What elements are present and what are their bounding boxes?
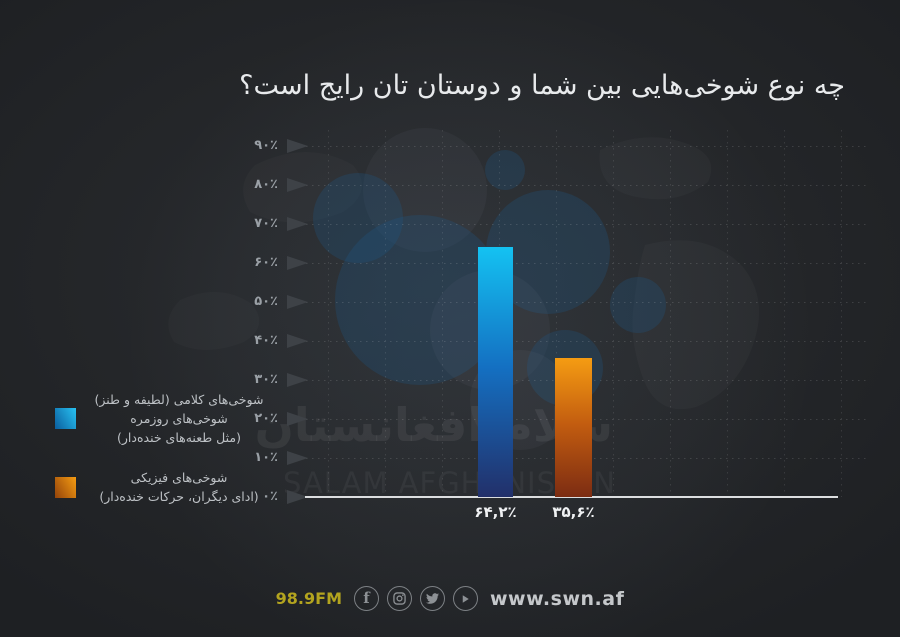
legend-swatch-physical-jokes [55,476,76,498]
legend-line: شوخی‌های روزمره [130,411,228,426]
bar-value-label: ۳۵,۶٪ [552,503,595,521]
tick-arrow-icon [287,139,308,153]
tick-arrow-icon [287,412,308,426]
gridline-vertical [784,130,785,497]
gridline-horizontal [300,302,868,303]
tick-arrow-icon [287,217,308,231]
gridline-horizontal [300,146,868,147]
legend-label: شوخی‌های فیزیکی (ادای دیگران، حرکات خنده‌… [85,468,273,506]
legend-label: شوخی‌های کلامی (لطیفه و طنز) شوخی‌های روز… [85,390,273,447]
gridline-vertical [385,130,386,497]
y-tick-label: ۲۰٪ [254,411,278,426]
legend-line: شوخی‌های فیزیکی [130,470,228,485]
tick-arrow-icon [287,178,308,192]
y-tick-label: ۴۰٪ [254,333,278,348]
website-url: www.swn.af [489,587,625,610]
y-tick-label: ۳۰٪ [254,372,278,387]
y-tick-label: ۹۰٪ [254,138,278,153]
legend-swatch-verbal-jokes [55,408,76,429]
legend-line: شوخی‌های کلامی (لطیفه و طنز) [94,392,264,407]
station-label: 98.9FM [275,589,342,608]
x-axis-line [305,496,838,498]
legend-item-physical-jokes: شوخی‌های فیزیکی (ادای دیگران، حرکات خنده‌… [55,468,273,506]
y-tick-label: ۶۰٪ [254,255,278,270]
tick-arrow-icon [287,295,308,309]
play-icon[interactable] [452,586,478,611]
tick-arrow-icon [287,373,308,387]
tick-arrow-icon [287,451,308,465]
y-tick-label: ۰٪ [262,489,278,504]
gridline-horizontal [300,341,868,342]
tick-arrow-icon [287,490,308,504]
gridline-vertical [670,130,671,497]
gridline-vertical [556,130,557,497]
chart-title: چه نوع شوخی‌هایی بین شما و دوستان تان را… [239,70,845,101]
twitter-icon[interactable] [419,586,445,611]
legend-line: (مثل طعنه‌های خنده‌دار) [117,430,241,445]
gridline-horizontal [300,185,868,186]
y-tick-label: ۸۰٪ [254,177,278,192]
y-tick-label: ۷۰٪ [254,216,278,231]
y-tick-label: ۱۰٪ [254,450,278,465]
bar-verbal-jokes [478,246,513,497]
gridline-vertical [727,130,728,497]
gridline-horizontal [300,263,868,264]
instagram-icon[interactable] [386,586,412,611]
gridline-vertical [328,130,329,497]
legend-item-verbal-jokes: شوخی‌های کلامی (لطیفه و طنز) شوخی‌های روز… [55,390,273,447]
tick-arrow-icon [287,256,308,270]
tick-arrow-icon [287,334,308,348]
bar-value-label: ۶۴,۲٪ [474,503,517,521]
facebook-icon[interactable]: f [353,586,379,611]
bar-physical-jokes [555,358,592,497]
decor-circle [313,173,403,263]
decor-circle [335,215,505,385]
decor-circle [485,150,525,190]
decor-circle [363,128,487,252]
legend-line: (ادای دیگران، حرکات خنده‌دار) [99,489,259,504]
footer: 98.9FM f www.swn.af [0,586,900,611]
watermark-persian: سلام افغانستان [254,398,613,452]
y-tick-label: ۵۰٪ [254,294,278,309]
gridline-vertical [841,130,842,497]
gridline-vertical [442,130,443,497]
decor-circle [610,277,666,333]
gridline-horizontal [300,224,868,225]
gridline-vertical [613,130,614,497]
